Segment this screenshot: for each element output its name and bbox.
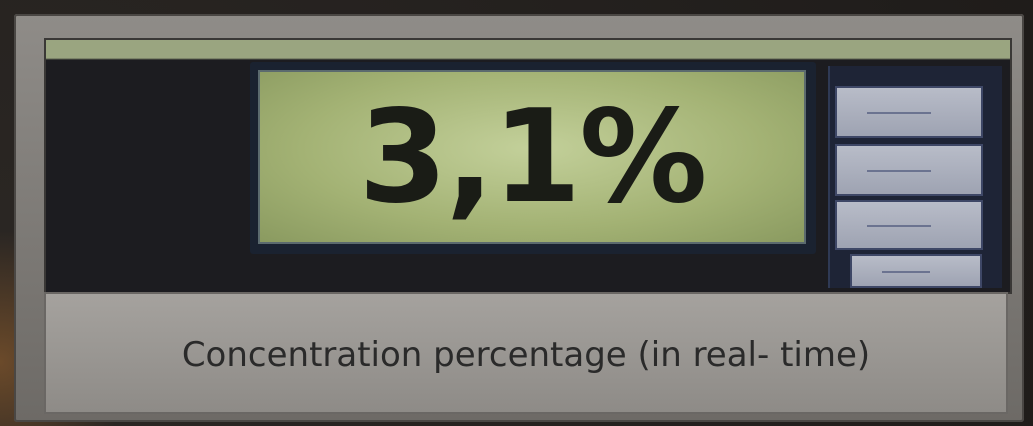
side-button[interactable] (835, 200, 983, 250)
side-button[interactable] (850, 254, 982, 288)
caption: Concentration percentage (in real- time) (182, 331, 870, 375)
caption-panel: Concentration percentage (in real- time) (44, 292, 1008, 414)
lcd-screen: 3,1% (258, 70, 806, 244)
device-panel: 3,1% Concentration percentage (in real- … (0, 0, 1033, 426)
side-button[interactable] (835, 86, 983, 138)
reading: 3,1% (359, 83, 706, 232)
side-button[interactable] (835, 144, 983, 196)
